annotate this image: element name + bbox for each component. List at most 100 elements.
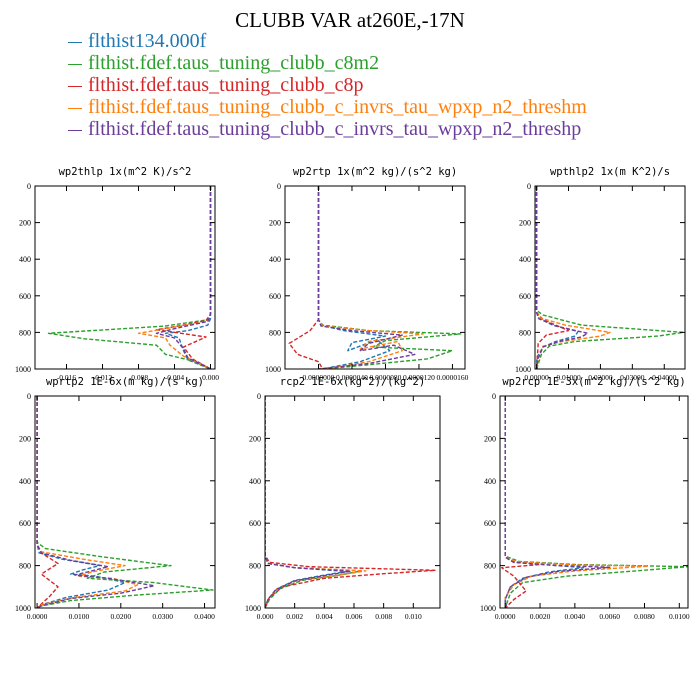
series-line xyxy=(137,186,212,369)
chart-panel: wprtp2 1E-6x(m kg)/(s kg) 0 200 400 600 800 10… xyxy=(15,376,216,621)
y-tick-label: 200 xyxy=(19,434,31,443)
series-line xyxy=(265,396,352,608)
y-tick-label: 1000 xyxy=(265,365,281,374)
x-tick-label: 0.0040 xyxy=(565,612,586,621)
y-tick-label: 0 xyxy=(527,182,531,191)
legend-item: flthist.fdef.taus_tuning_clubb_c8m2 xyxy=(68,52,587,74)
legend-item: flthist.fdef.taus_tuning_clubb_c_invrs_t… xyxy=(68,118,587,140)
y-tick-label: 1000 xyxy=(480,604,496,613)
series-line xyxy=(36,396,59,608)
legend-swatch xyxy=(68,129,82,131)
x-tick-label: 0.0100 xyxy=(669,612,690,621)
x-tick-label: -0.004 xyxy=(165,373,185,382)
x-tick-label: 0.000 xyxy=(202,373,219,382)
x-tick-label: 0.0080 xyxy=(634,612,655,621)
x-tick-label: 0.0000040 xyxy=(336,373,368,382)
x-tick-label: 0.010 xyxy=(405,612,422,621)
legend-label: flthist.fdef.taus_tuning_clubb_c_invrs_t… xyxy=(88,118,582,140)
x-tick-label: 0.0020 xyxy=(530,612,551,621)
series-line xyxy=(504,396,688,608)
x-tick-label: 0.03000 xyxy=(620,373,645,382)
chart-title: wp2rcp 1E-3x(m^2 kg)/(s^2 kg) xyxy=(502,376,685,388)
x-tick-label: 0.0000000 xyxy=(303,373,335,382)
x-tick-label: 0.0000 xyxy=(27,612,48,621)
plot-frame xyxy=(34,395,216,609)
chart-title: wprtp2 1E-6x(m kg)/(s kg) xyxy=(46,376,204,388)
y-tick-label: 0 xyxy=(27,182,31,191)
x-tick-label: 0.006 xyxy=(346,612,363,621)
series-line xyxy=(504,396,611,608)
y-tick-label: 600 xyxy=(519,292,531,301)
y-tick-label: 400 xyxy=(19,477,31,486)
series-line xyxy=(47,186,212,369)
x-tick-label: 0.0000080 xyxy=(370,373,402,382)
plot-frame xyxy=(264,395,441,609)
y-tick-label: 400 xyxy=(269,255,281,264)
plot-frame xyxy=(284,185,466,370)
legend-swatch xyxy=(68,41,82,43)
series-group xyxy=(47,186,212,369)
chart-panel: wp2thlp 1x(m^2 K)/s^2 0 200 400 600 800 1000 -0… xyxy=(15,166,219,382)
series-group xyxy=(288,186,462,369)
x-tick-label: 0.002 xyxy=(286,612,303,621)
legend-item: flthist134.000f xyxy=(68,30,587,52)
chart-title: rcp2 1E-6x(kg^2)/(kg^2) xyxy=(280,376,425,388)
y-tick-label: 200 xyxy=(269,219,281,228)
y-tick-label: 1000 xyxy=(515,365,531,374)
legend-item: flthist.fdef.taus_tuning_clubb_c8p xyxy=(68,74,587,96)
series-line xyxy=(155,186,212,369)
series-line xyxy=(164,186,212,369)
y-tick-label: 800 xyxy=(269,328,281,337)
x-tick-label: 0.0300 xyxy=(152,612,173,621)
x-tick-label: -0.012 xyxy=(93,373,113,382)
series-line xyxy=(36,396,156,608)
series-line xyxy=(504,396,585,608)
x-tick-label: 0.0200 xyxy=(111,612,132,621)
legend-label: flthist.fdef.taus_tuning_clubb_c8p xyxy=(88,74,364,96)
series-line xyxy=(504,396,649,608)
legend-label: flthist.fdef.taus_tuning_clubb_c_invrs_t… xyxy=(88,96,587,118)
x-tick-label: 0.01000 xyxy=(556,373,581,382)
chart-panel: rcp2 1E-6x(kg^2)/(kg^2) 0 200 400 600 800 1000… xyxy=(245,376,441,621)
series-line xyxy=(535,186,685,369)
chart-panel: wpthlp2 1x(m K^2)/s 0 200 400 600 800 10000.00… xyxy=(515,166,686,382)
series-line xyxy=(155,186,212,369)
legend-swatch xyxy=(68,107,82,109)
series-line xyxy=(317,186,462,369)
y-tick-label: 0 xyxy=(277,182,281,191)
x-tick-label: 0.0060 xyxy=(599,612,620,621)
y-tick-label: 400 xyxy=(519,255,531,264)
y-tick-label: 600 xyxy=(19,292,31,301)
series-line xyxy=(535,186,589,369)
y-tick-label: 200 xyxy=(519,219,531,228)
legend: flthist134.000f flthist.fdef.taus_tuning… xyxy=(68,30,587,140)
legend-swatch xyxy=(68,63,82,65)
series-line xyxy=(317,186,424,369)
x-tick-label: 0.04000 xyxy=(652,373,677,382)
x-tick-label: 0.000 xyxy=(257,612,274,621)
series-line xyxy=(317,186,416,369)
y-tick-label: 800 xyxy=(249,562,261,571)
y-tick-label: 200 xyxy=(249,434,261,443)
series-group xyxy=(265,396,437,608)
y-tick-label: 600 xyxy=(19,519,31,528)
y-tick-label: 0 xyxy=(492,392,496,401)
plot-frame xyxy=(499,395,689,609)
y-tick-label: 400 xyxy=(249,477,261,486)
y-tick-label: 0 xyxy=(27,392,31,401)
series-group xyxy=(501,396,688,608)
series-line xyxy=(36,396,214,608)
plot-frame xyxy=(534,185,686,370)
figure-title: CLUBB VAR at260E,-17N xyxy=(235,8,465,32)
x-tick-label: -0.016 xyxy=(57,373,77,382)
series-group xyxy=(535,186,685,369)
x-tick-label: 0.0400 xyxy=(194,612,215,621)
legend-swatch xyxy=(68,85,82,87)
y-tick-label: 200 xyxy=(19,219,31,228)
series-line xyxy=(265,396,437,608)
x-tick-label: 0.0000160 xyxy=(437,373,469,382)
y-tick-label: 1000 xyxy=(15,604,31,613)
y-tick-label: 400 xyxy=(19,255,31,264)
x-tick-label: -0.008 xyxy=(129,373,149,382)
